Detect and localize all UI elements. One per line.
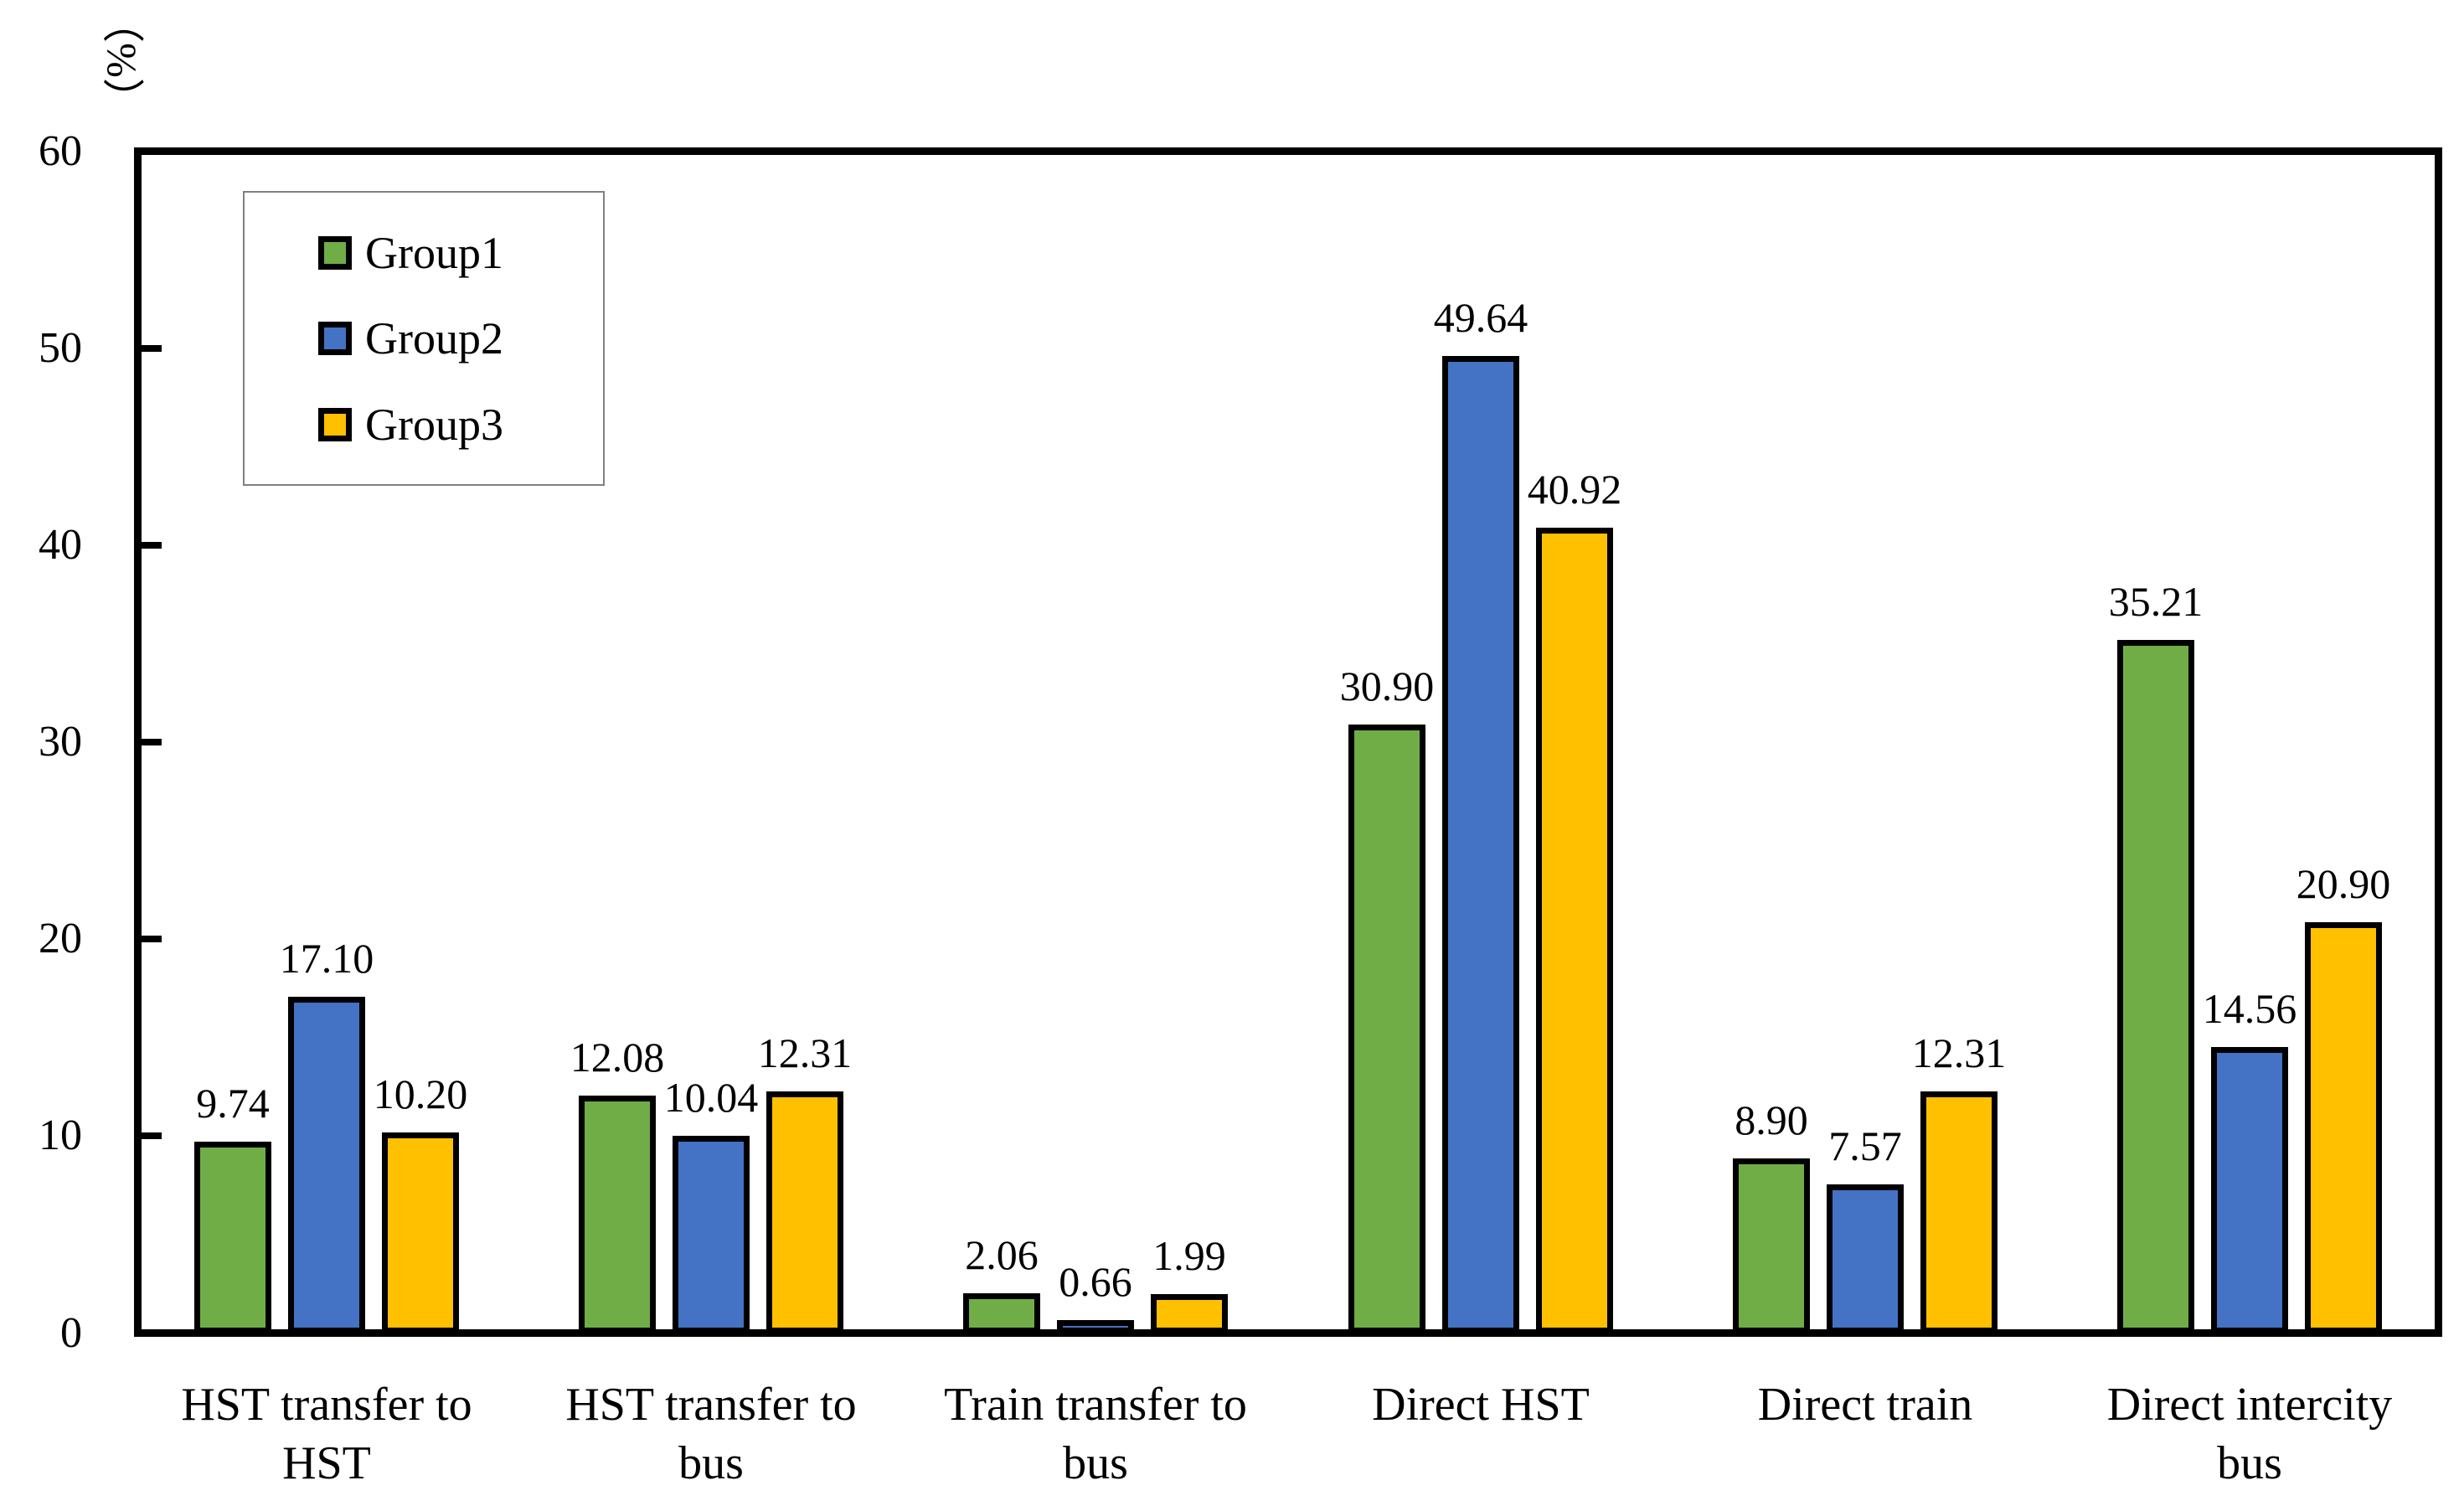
bar xyxy=(288,997,365,1333)
bar xyxy=(1348,725,1425,1333)
x-category-label: Direct intercity bus xyxy=(2106,1379,2393,1489)
bar xyxy=(1151,1294,1228,1333)
x-category-label: HST transfer to HST xyxy=(181,1379,472,1489)
bar-value-label: 8.90 xyxy=(1735,1096,1808,1143)
bar-value-label: 1.99 xyxy=(1152,1232,1226,1279)
bar xyxy=(1920,1091,1997,1333)
bar-value-label: 40.92 xyxy=(1527,466,1622,513)
bar xyxy=(579,1096,656,1333)
legend-item-label: Group2 xyxy=(365,313,503,364)
bar-value-label: 7.57 xyxy=(1828,1122,1902,1169)
bar-value-label: 2.06 xyxy=(965,1231,1039,1278)
legend-swatch xyxy=(318,322,352,355)
bar xyxy=(382,1132,459,1333)
x-category-label: Train transfer to bus xyxy=(944,1379,1247,1489)
legend-swatch xyxy=(318,235,352,270)
bar xyxy=(1827,1184,1904,1333)
bar xyxy=(1442,356,1519,1333)
legend-swatch xyxy=(318,407,352,441)
y-tick xyxy=(142,1132,162,1140)
bar-value-label: 0.66 xyxy=(1059,1258,1132,1305)
y-tick-label: 10 xyxy=(39,1112,82,1160)
bar xyxy=(2305,922,2382,1333)
bar-value-label: 12.08 xyxy=(570,1034,665,1081)
bar xyxy=(1733,1158,1810,1333)
y-tick xyxy=(142,344,162,352)
bar xyxy=(194,1142,271,1333)
bar xyxy=(2211,1047,2288,1333)
bar-value-label: 30.90 xyxy=(1339,663,1435,709)
bar-value-label: 14.56 xyxy=(2202,985,2297,1032)
bar-value-label: 12.31 xyxy=(757,1029,853,1076)
legend-item: Group2 xyxy=(318,312,603,364)
legend-item: Group1 xyxy=(318,227,603,279)
y-tick-label: 30 xyxy=(39,718,82,766)
legend-item: Group3 xyxy=(318,399,603,451)
y-tick-label: 0 xyxy=(60,1308,82,1357)
x-category-label: HST transfer to bus xyxy=(565,1379,857,1489)
bar-value-label: 49.64 xyxy=(1433,294,1528,341)
y-axis-unit-label: （%） xyxy=(99,1,146,120)
bar-value-label: 35.21 xyxy=(2108,578,2204,625)
y-tick-label: 40 xyxy=(39,520,82,569)
bar xyxy=(673,1136,750,1333)
bar-value-label: 17.10 xyxy=(279,935,374,982)
y-tick-label: 50 xyxy=(39,323,82,372)
legend: Group1 Group2 Group3 xyxy=(243,191,605,486)
x-category-label: Direct HST xyxy=(1372,1379,1590,1431)
bar-value-label: 12.31 xyxy=(1911,1029,2007,1076)
bar-value-label: 20.90 xyxy=(2296,860,2391,907)
y-tick xyxy=(142,739,162,745)
bar xyxy=(766,1091,843,1333)
bar xyxy=(1536,528,1613,1333)
legend-item-label: Group3 xyxy=(365,399,503,450)
legend-item-label: Group1 xyxy=(365,227,503,278)
bar-value-label: 10.20 xyxy=(373,1070,468,1117)
bar xyxy=(963,1293,1040,1333)
bar-value-label: 9.74 xyxy=(196,1080,270,1127)
y-tick xyxy=(142,936,162,943)
x-category-label: Direct train xyxy=(1757,1379,1973,1431)
bar-value-label: 10.04 xyxy=(663,1074,759,1121)
y-tick-label: 60 xyxy=(39,126,82,175)
y-tick xyxy=(142,541,162,549)
bar xyxy=(2117,640,2194,1333)
bar xyxy=(1057,1320,1134,1333)
y-tick-label: 20 xyxy=(39,915,82,963)
